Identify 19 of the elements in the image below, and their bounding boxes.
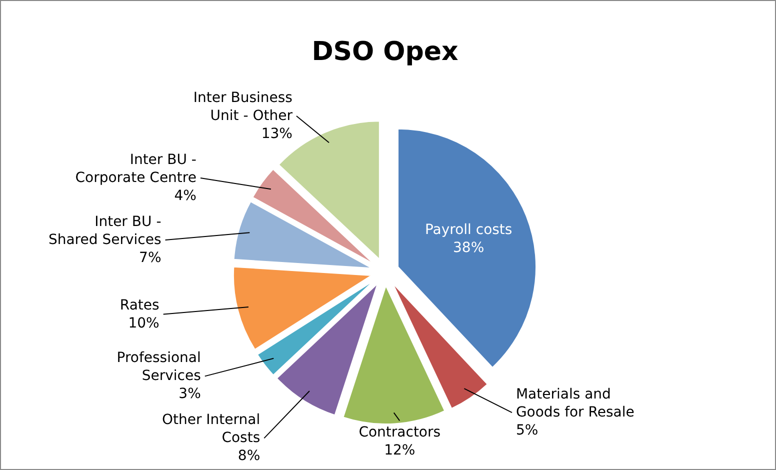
data-label: 8% (238, 448, 260, 464)
data-label: 13% (261, 126, 292, 142)
slice-label: Inter BU - Corporate Centre (75, 152, 196, 186)
data-label: 7% (139, 250, 162, 266)
data-label: 3% (178, 386, 201, 402)
slice-label: Payroll costs (424, 222, 512, 238)
chart-title: DSO Opex (312, 37, 459, 67)
slice-label: Inter BU - Shared Services (48, 214, 162, 248)
slice-label: Inter Business Unit - Other (193, 90, 293, 124)
data-label: 4% (174, 188, 196, 204)
slice-label: Other Internal Costs (162, 412, 260, 446)
data-label: 10% (128, 315, 160, 332)
data-label: 38% (453, 240, 484, 256)
data-label: 5% (516, 422, 538, 439)
slice-label: Materials and Goods for Resale (516, 386, 634, 421)
data-label: 12% (384, 442, 416, 459)
slice-label: Rates (120, 297, 160, 314)
slice-label: Professional Services (116, 350, 201, 384)
slice-label: Contractors (358, 424, 441, 441)
